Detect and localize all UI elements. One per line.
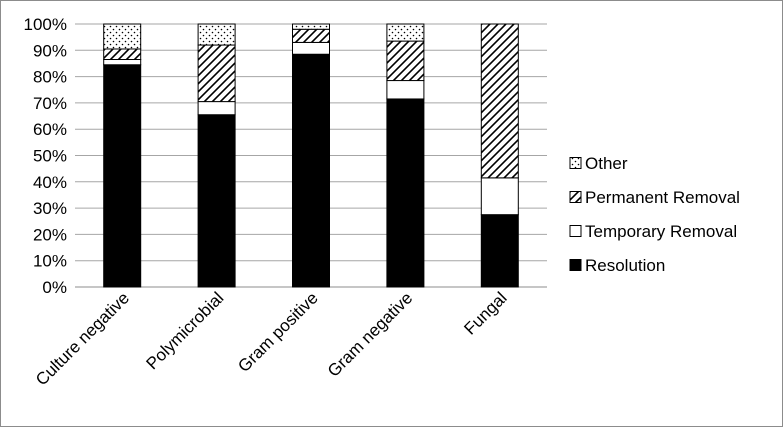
y-tick-label: 40%: [33, 173, 67, 192]
bar-segment-other: [197, 23, 236, 46]
bar-segment-temporary-removal: [480, 177, 519, 216]
x-tick-label: Fungal: [460, 288, 510, 338]
bar-segment-temporary-removal: [197, 101, 236, 116]
y-tick-label: 60%: [33, 120, 67, 139]
legend-swatch-other: [569, 157, 582, 169]
legend-swatch-temporary-removal: [569, 225, 582, 237]
y-tick-label: 80%: [33, 68, 67, 87]
legend-label: Resolution: [585, 256, 665, 275]
bar-segment-resolution: [197, 114, 236, 288]
x-tick-label: Gram positive: [234, 288, 322, 376]
x-tick-label: Polymicrobial: [143, 288, 228, 373]
y-tick-label: 30%: [33, 199, 67, 218]
bar-segment-other: [386, 23, 425, 42]
bar-segment-permanent-removal: [480, 23, 519, 179]
bars-layer: [103, 23, 519, 288]
y-tick-label: 90%: [33, 41, 67, 60]
y-tick-label: 100%: [24, 15, 67, 34]
legend-label: Temporary Removal: [585, 222, 737, 241]
y-tick-label: 10%: [33, 252, 67, 271]
legend-swatch-permanent-removal: [569, 191, 582, 203]
y-tick-label: 70%: [33, 94, 67, 113]
bar-segment-resolution: [480, 214, 519, 288]
bar-segment-permanent-removal: [197, 44, 236, 103]
bar-segment-resolution: [292, 53, 330, 288]
y-axis-tick-labels: 0% 10% 20% 30% 40% 50% 60% 70% 80% 90% 100%: [24, 15, 67, 297]
legend-swatch-resolution: [569, 259, 582, 271]
bar-segment-permanent-removal: [386, 40, 425, 82]
legend: Other Permanent Removal Temporary Removal R…: [569, 154, 740, 275]
bar-segment-resolution: [386, 98, 425, 288]
bar-segment-temporary-removal: [386, 80, 425, 100]
x-tick-label: Culture negative: [32, 288, 133, 389]
bar-segment-other: [292, 23, 330, 30]
y-tick-label: 0%: [42, 278, 67, 297]
bar-segment-permanent-removal: [292, 28, 330, 43]
legend-label: Permanent Removal: [585, 188, 740, 207]
bar-segment-permanent-removal: [103, 48, 142, 61]
x-axis-tick-labels: Culture negative Polymicrobial Gram positi…: [32, 288, 511, 389]
y-tick-label: 50%: [33, 147, 67, 166]
bar-segment-temporary-removal: [103, 59, 142, 66]
y-tick-label: 20%: [33, 225, 67, 244]
x-tick-label: Gram negative: [324, 288, 416, 380]
bar-segment-resolution: [103, 64, 142, 288]
bar-segment-other: [103, 23, 142, 50]
bar-segment-temporary-removal: [292, 41, 330, 55]
legend-label: Other: [585, 154, 628, 173]
